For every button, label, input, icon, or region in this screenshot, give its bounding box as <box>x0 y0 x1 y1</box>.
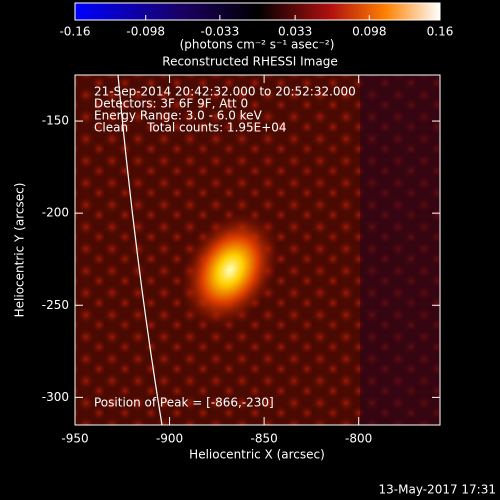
colorbar-tick-label: -0.098 <box>126 25 165 39</box>
y-tick-label: -200 <box>42 206 69 220</box>
colorbar <box>75 3 440 20</box>
annotations: 21-Sep-2014 20:42:32.000 to 20:52:32.000… <box>94 85 356 410</box>
x-tick-label: -900 <box>156 432 183 446</box>
colorbar-tick-label: 0.033 <box>278 25 312 39</box>
colorbar-tick-label: 0.098 <box>352 25 386 39</box>
y-tick-label: -150 <box>42 114 69 128</box>
colorbar-tick-label: 0.16 <box>427 25 454 39</box>
timestamp: 13-May-2017 17:31 <box>379 483 496 497</box>
colorbar-frame <box>74 2 441 21</box>
image <box>75 75 440 425</box>
annotation: Detectors: 3F 6F 9F, Att 0 <box>94 97 248 111</box>
x-tick-label: -950 <box>61 432 88 446</box>
annotation: Position of Peak = [-866,-230] <box>94 396 274 410</box>
colorbar-tick-label: -0.033 <box>201 25 240 39</box>
colorbar-tick-label: -0.16 <box>59 25 90 39</box>
source <box>180 211 280 329</box>
y-tick-label: -300 <box>42 390 69 404</box>
chart-title: Reconstructed RHESSI Image <box>162 55 337 69</box>
annotation: 21-Sep-2014 20:42:32.000 to 20:52:32.000 <box>94 85 356 99</box>
x-axis-label: Heliocentric X (arcsec) <box>189 448 325 462</box>
x-tick-label: -800 <box>345 432 372 446</box>
y-axis-label: Heliocentric Y (arcsec) <box>13 183 27 318</box>
x-tick-label: -850 <box>251 432 278 446</box>
image-shade <box>360 75 440 425</box>
colorbar-label: (photons cm⁻² s⁻¹ asec⁻²) <box>180 38 335 52</box>
y-tick-label: -250 <box>42 298 69 312</box>
solar-limb <box>117 75 163 425</box>
annotation: Energy Range: 3.0 - 6.0 keV <box>94 109 263 123</box>
plot-frame <box>74 74 441 426</box>
annotation: Clean Total counts: 1.95E+04 <box>94 121 287 135</box>
